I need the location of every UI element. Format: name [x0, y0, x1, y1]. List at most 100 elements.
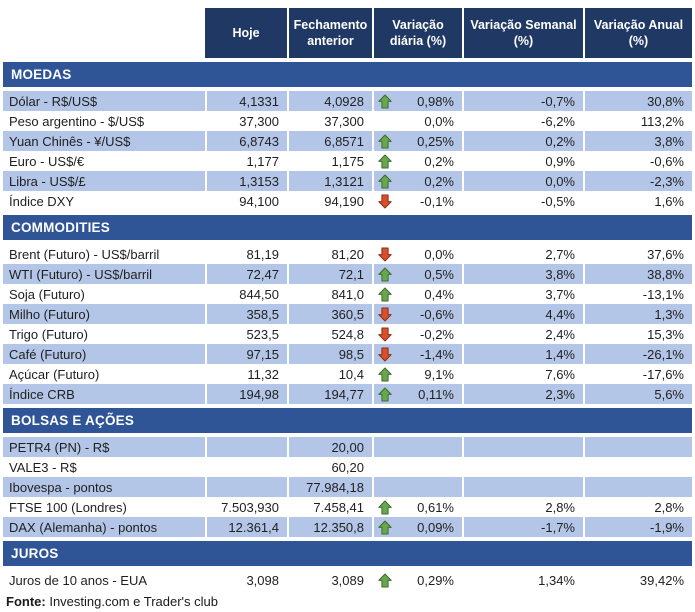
- variacao-diaria-cell[interactable]: 0,98%: [372, 91, 462, 111]
- hoje-cell[interactable]: 523,5: [205, 324, 287, 344]
- fechamento-cell[interactable]: 3,089: [287, 570, 372, 590]
- fechamento-cell[interactable]: 841,0: [287, 284, 372, 304]
- col-header-variacao-diaria[interactable]: Variação diária (%): [372, 8, 462, 58]
- variacao-diaria-cell[interactable]: 0,0%: [372, 244, 462, 264]
- row-label-cell[interactable]: Milho (Futuro): [3, 304, 205, 324]
- variacao-semanal-cell[interactable]: -1,7%: [462, 517, 583, 537]
- variacao-semanal-cell[interactable]: 1,34%: [462, 570, 583, 590]
- variacao-anual-cell[interactable]: 2,8%: [583, 497, 692, 517]
- fechamento-cell[interactable]: 194,77: [287, 384, 372, 404]
- hoje-cell[interactable]: [205, 437, 287, 457]
- hoje-cell[interactable]: 1,3153: [205, 171, 287, 191]
- variacao-diaria-cell[interactable]: -0,1%: [372, 191, 462, 211]
- variacao-anual-cell[interactable]: 1,6%: [583, 191, 692, 211]
- hoje-cell[interactable]: 3,098: [205, 570, 287, 590]
- hoje-cell[interactable]: 37,300: [205, 111, 287, 131]
- row-label-cell[interactable]: Açúcar (Futuro): [9, 366, 100, 382]
- fechamento-cell[interactable]: 20,00: [287, 437, 372, 457]
- hoje-cell[interactable]: 81,19: [205, 244, 287, 264]
- variacao-anual-cell[interactable]: 30,8%: [583, 91, 692, 111]
- fechamento-cell[interactable]: 98,5: [287, 344, 372, 364]
- variacao-semanal-cell[interactable]: 0,0%: [462, 171, 583, 191]
- row-label-cell[interactable]: Yuan Chinês - ¥/US$: [3, 131, 205, 151]
- row-label-cell[interactable]: Índice DXY: [9, 193, 75, 209]
- fechamento-cell[interactable]: 81,20: [287, 244, 372, 264]
- variacao-diaria-cell[interactable]: -0,2%: [372, 324, 462, 344]
- col-header-variacao-semanal[interactable]: Variação Semanal (%): [462, 8, 583, 58]
- fechamento-cell[interactable]: 77.984,18: [287, 477, 372, 497]
- fechamento-cell[interactable]: 94,190: [287, 191, 372, 211]
- variacao-diaria-cell[interactable]: -1,4%: [372, 344, 462, 364]
- variacao-semanal-cell[interactable]: 4,4%: [462, 304, 583, 324]
- fechamento-cell[interactable]: 37,300: [287, 111, 372, 131]
- row-label-cell[interactable]: FTSE 100 (Londres): [9, 499, 127, 515]
- variacao-anual-cell[interactable]: [583, 437, 692, 457]
- hoje-cell[interactable]: 94,100: [205, 191, 287, 211]
- row-label-cell[interactable]: Euro - US$/€: [9, 153, 85, 169]
- variacao-semanal-cell[interactable]: [462, 437, 583, 457]
- variacao-diaria-cell[interactable]: 0,11%: [372, 384, 462, 404]
- hoje-cell[interactable]: 72,47: [205, 264, 287, 284]
- variacao-semanal-cell[interactable]: 2,4%: [462, 324, 583, 344]
- variacao-diaria-cell[interactable]: [372, 437, 462, 457]
- hoje-cell[interactable]: [205, 457, 287, 477]
- variacao-anual-cell[interactable]: -0,6%: [583, 151, 692, 171]
- hoje-cell[interactable]: 11,32: [205, 364, 287, 384]
- variacao-anual-cell[interactable]: 113,2%: [583, 111, 692, 131]
- row-label-cell[interactable]: PETR4 (PN) - R$: [3, 437, 205, 457]
- variacao-anual-cell[interactable]: -1,9%: [583, 517, 692, 537]
- variacao-diaria-cell[interactable]: 0,2%: [372, 151, 462, 171]
- variacao-semanal-cell[interactable]: -0,5%: [462, 191, 583, 211]
- variacao-diaria-cell[interactable]: 0,61%: [372, 497, 462, 517]
- section-header-commodities[interactable]: COMMODITIES: [3, 215, 692, 240]
- variacao-semanal-cell[interactable]: 1,4%: [462, 344, 583, 364]
- fechamento-cell[interactable]: 60,20: [287, 457, 372, 477]
- variacao-anual-cell[interactable]: [583, 457, 692, 477]
- fechamento-cell[interactable]: 6,8571: [287, 131, 372, 151]
- section-header-bolsas-e-a-es[interactable]: BOLSAS E AÇÕES: [3, 408, 692, 433]
- fechamento-cell[interactable]: 12.350,8: [287, 517, 372, 537]
- fechamento-cell[interactable]: 360,5: [287, 304, 372, 324]
- hoje-cell[interactable]: 6,8743: [205, 131, 287, 151]
- row-label-cell[interactable]: WTI (Futuro) - US$/barril: [3, 264, 205, 284]
- variacao-diaria-cell[interactable]: 0,0%: [372, 111, 462, 131]
- row-label-cell[interactable]: DAX (Alemanha) - pontos: [3, 517, 205, 537]
- fechamento-cell[interactable]: 524,8: [287, 324, 372, 344]
- row-label-cell[interactable]: VALE3 - R$: [9, 459, 77, 475]
- variacao-semanal-cell[interactable]: 3,7%: [462, 284, 583, 304]
- fechamento-cell[interactable]: 7.458,41: [287, 497, 372, 517]
- variacao-anual-cell[interactable]: -2,3%: [583, 171, 692, 191]
- variacao-semanal-cell[interactable]: [462, 477, 583, 497]
- variacao-diaria-cell[interactable]: 0,25%: [372, 131, 462, 151]
- variacao-anual-cell[interactable]: 38,8%: [583, 264, 692, 284]
- variacao-anual-cell[interactable]: [583, 477, 692, 497]
- hoje-cell[interactable]: 12.361,4: [205, 517, 287, 537]
- variacao-anual-cell[interactable]: 37,6%: [583, 244, 692, 264]
- variacao-anual-cell[interactable]: 5,6%: [583, 384, 692, 404]
- fechamento-cell[interactable]: 4,0928: [287, 91, 372, 111]
- fechamento-cell[interactable]: 10,4: [287, 364, 372, 384]
- variacao-anual-cell[interactable]: 15,3%: [583, 324, 692, 344]
- variacao-anual-cell[interactable]: -26,1%: [583, 344, 692, 364]
- variacao-semanal-cell[interactable]: 2,7%: [462, 244, 583, 264]
- variacao-anual-cell[interactable]: 1,3%: [583, 304, 692, 324]
- variacao-diaria-cell[interactable]: [372, 477, 462, 497]
- variacao-diaria-cell[interactable]: 0,09%: [372, 517, 462, 537]
- hoje-cell[interactable]: 1,177: [205, 151, 287, 171]
- variacao-semanal-cell[interactable]: [462, 457, 583, 477]
- hoje-cell[interactable]: 358,5: [205, 304, 287, 324]
- variacao-diaria-cell[interactable]: [372, 457, 462, 477]
- fechamento-cell[interactable]: 1,3121: [287, 171, 372, 191]
- variacao-diaria-cell[interactable]: 9,1%: [372, 364, 462, 384]
- row-label-cell[interactable]: Ibovespa - pontos: [3, 477, 205, 497]
- hoje-cell[interactable]: 97,15: [205, 344, 287, 364]
- variacao-anual-cell[interactable]: -13,1%: [583, 284, 692, 304]
- col-header-fechamento[interactable]: Fechamento anterior: [287, 8, 372, 58]
- variacao-semanal-cell[interactable]: -6,2%: [462, 111, 583, 131]
- variacao-diaria-cell[interactable]: 0,29%: [372, 570, 462, 590]
- variacao-diaria-cell[interactable]: 0,5%: [372, 264, 462, 284]
- row-label-cell[interactable]: Dólar - R$/US$: [3, 91, 205, 111]
- fechamento-cell[interactable]: 1,175: [287, 151, 372, 171]
- variacao-diaria-cell[interactable]: 0,4%: [372, 284, 462, 304]
- col-header-hoje[interactable]: Hoje: [205, 8, 287, 58]
